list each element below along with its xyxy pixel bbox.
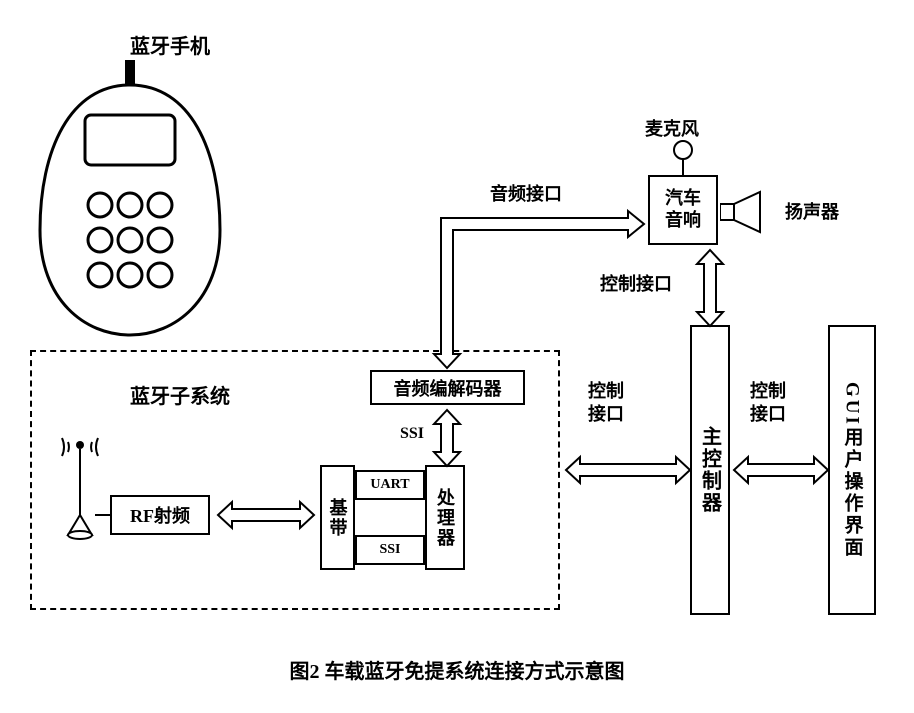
audio-if-label: 音频接口 — [490, 180, 562, 206]
codec-label: 音频编解码器 — [394, 375, 502, 401]
ctrl-if-left-label: 控制接口 — [588, 380, 628, 427]
antenna-icon — [50, 430, 110, 540]
uart-label: UART — [370, 477, 409, 493]
phone-icon — [30, 60, 230, 340]
phone-title: 蓝牙手机 — [130, 30, 210, 59]
codec-block: 音频编解码器 — [370, 370, 525, 405]
gui-label: GUI用户操作界面 — [839, 382, 866, 559]
car-audio-label: 汽车音响 — [663, 188, 703, 231]
ssi-box-label: SSI — [379, 542, 400, 558]
car-audio-block: 汽车音响 — [648, 175, 718, 245]
speaker-label: 扬声器 — [785, 198, 839, 224]
baseband-block: 基带 — [320, 465, 355, 570]
mic-icon — [670, 140, 696, 178]
subsystem-title: 蓝牙子系统 — [130, 380, 230, 409]
main-controller-label: 主控制器 — [696, 426, 725, 514]
main-controller-block: 主控制器 — [690, 325, 730, 615]
processor-label: 处理器 — [432, 488, 458, 548]
rf-block: RF射频 — [110, 495, 210, 535]
uart-box: UART — [355, 470, 425, 500]
speaker-icon — [720, 190, 775, 234]
rf-label: RF射频 — [130, 502, 190, 528]
figure-caption: 图2 车载蓝牙免提系统连接方式示意图 — [0, 655, 914, 684]
ssi-vert-label: SSI — [400, 425, 424, 443]
ssi-box: SSI — [355, 535, 425, 565]
mic-label: 麦克风 — [645, 115, 699, 141]
gui-block: GUI用户操作界面 — [828, 325, 876, 615]
processor-block: 处理器 — [425, 465, 465, 570]
ctrl-if-top-label: 控制接口 — [600, 270, 672, 296]
baseband-label: 基带 — [325, 498, 351, 538]
ctrl-if-right-label: 控制接口 — [750, 380, 790, 427]
diagram-canvas: 蓝牙手机 蓝牙子系统 RF射频 基带 UART — [0, 0, 914, 713]
